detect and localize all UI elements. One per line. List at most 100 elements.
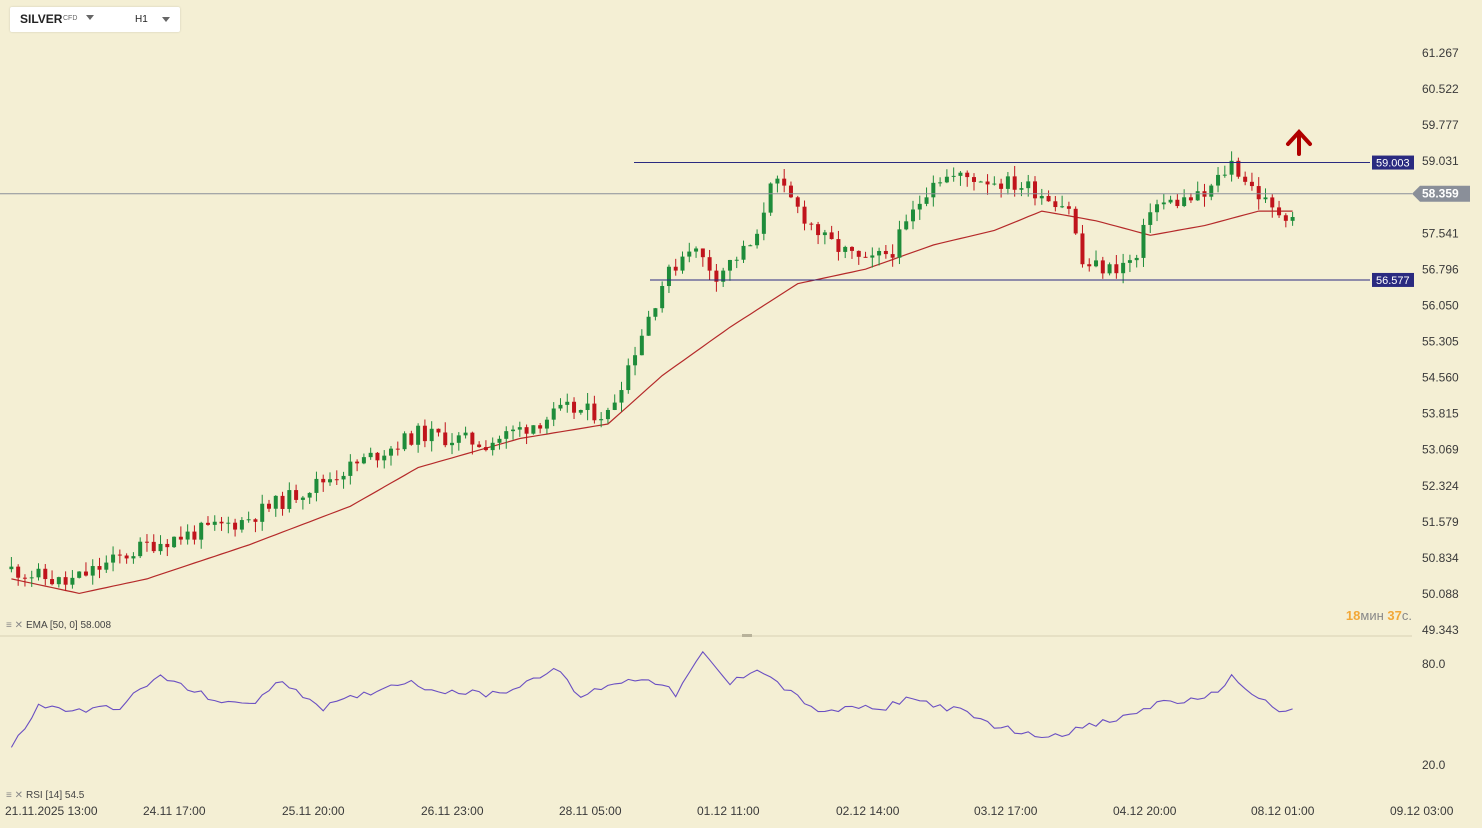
candle-countdown: 18мин 37с. [1345, 608, 1412, 623]
candle [328, 472, 332, 486]
price-tick-label: 60.522 [1422, 82, 1459, 96]
time-axis[interactable]: 21.11.2025 13:00 24.11 17:00 25.11 20:00 26… [5, 804, 1454, 818]
candle [450, 433, 455, 455]
candle [490, 437, 495, 456]
time-tick-label: 08.12 01:00 [1251, 804, 1315, 818]
symbol-name[interactable]: SILVER [20, 12, 63, 26]
price-tick-label: 56.796 [1422, 262, 1459, 276]
rsi-indicator-label[interactable]: ≡ ✕ RSI [14] 54.5 [6, 790, 85, 801]
candle [436, 428, 441, 437]
candle [687, 242, 692, 263]
candles-layer [9, 151, 1295, 592]
candle [1060, 195, 1065, 209]
pane-resize-handle[interactable] [742, 634, 752, 637]
candle [897, 220, 902, 265]
plot-area [0, 634, 1412, 637]
candle [1283, 213, 1288, 228]
price-tick-label: 50.088 [1422, 587, 1459, 601]
symbol-toolbar[interactable]: SILVER CFD H1 [10, 7, 180, 32]
candle [748, 244, 753, 247]
candle [585, 392, 590, 421]
price-tick-label: 61.267 [1422, 46, 1459, 60]
price-tick-label: 59.031 [1422, 154, 1459, 168]
candle [36, 563, 41, 581]
candle [1100, 256, 1105, 279]
candle [890, 244, 895, 267]
candle [483, 440, 488, 452]
symbol-type: CFD [63, 15, 78, 22]
candle [972, 173, 976, 191]
candle [809, 222, 814, 231]
candle [83, 562, 88, 577]
candle [104, 555, 109, 573]
rsi-line [10, 650, 1293, 748]
candle [63, 571, 68, 592]
candle [422, 419, 427, 448]
timeframe-dropdown-icon[interactable] [162, 17, 170, 22]
candle [1121, 253, 1126, 284]
candle [863, 251, 868, 258]
candle [138, 537, 143, 559]
indicator-settings-icon[interactable]: ≡ ✕ [6, 790, 23, 801]
candle [1236, 157, 1241, 179]
price-tick-label: 50.834 [1422, 551, 1459, 565]
candle [619, 381, 624, 412]
candle [931, 175, 936, 207]
ema-indicator-label[interactable]: ≡ ✕ EMA [50, 0] 58.008 [6, 620, 112, 631]
candle [280, 491, 285, 516]
candle [633, 346, 638, 376]
candle [321, 474, 326, 492]
candle [1222, 165, 1227, 178]
arrow-layer [1286, 129, 1312, 156]
candle [253, 518, 258, 533]
candle [700, 248, 705, 267]
candle [124, 553, 129, 564]
candle [1148, 203, 1153, 234]
levels-layer[interactable]: 58.359 59.003 56.577 [0, 155, 1470, 287]
candle [1155, 199, 1160, 222]
candle [111, 546, 116, 572]
candle [775, 175, 780, 193]
candle [273, 495, 278, 517]
time-tick-label: 03.12 17:00 [974, 804, 1038, 818]
candle [470, 431, 475, 455]
candle [504, 426, 509, 449]
candle [802, 200, 807, 231]
candle [958, 171, 963, 186]
candle [741, 240, 746, 264]
candle [666, 264, 671, 294]
candle [117, 549, 122, 564]
candle [233, 518, 238, 537]
candle [517, 421, 522, 437]
candle [443, 422, 448, 448]
candle [199, 521, 204, 549]
candle [1046, 190, 1051, 202]
timeframe-value[interactable]: H1 [135, 14, 148, 25]
candle [734, 256, 739, 269]
indicator-settings-icon[interactable]: ≡ ✕ [6, 620, 23, 631]
candle [497, 435, 502, 450]
candle [1168, 195, 1173, 204]
candle [938, 177, 943, 187]
candle [788, 181, 793, 199]
candle [578, 409, 583, 415]
price-tick-label: 49.343 [1422, 623, 1459, 637]
candle [348, 454, 353, 485]
time-tick-label: 28.11 05:00 [559, 804, 622, 818]
price-axis[interactable]: 61.267 60.522 59.777 59.031 57.541 56.796 56.0… [1422, 46, 1459, 637]
candle [205, 516, 210, 526]
candle [172, 536, 177, 548]
ema-line [11, 210, 1293, 595]
symbol-dropdown-icon[interactable] [86, 15, 94, 20]
rsi-tick-label: 20.0 [1422, 758, 1446, 772]
candle [843, 245, 848, 259]
candle [463, 426, 468, 439]
candle [917, 195, 922, 220]
candle [992, 176, 997, 186]
candle [768, 182, 773, 216]
candle [212, 515, 217, 531]
candle [287, 482, 292, 513]
candle [246, 511, 251, 523]
time-tick-label: 01.12 11:00 [697, 804, 760, 818]
